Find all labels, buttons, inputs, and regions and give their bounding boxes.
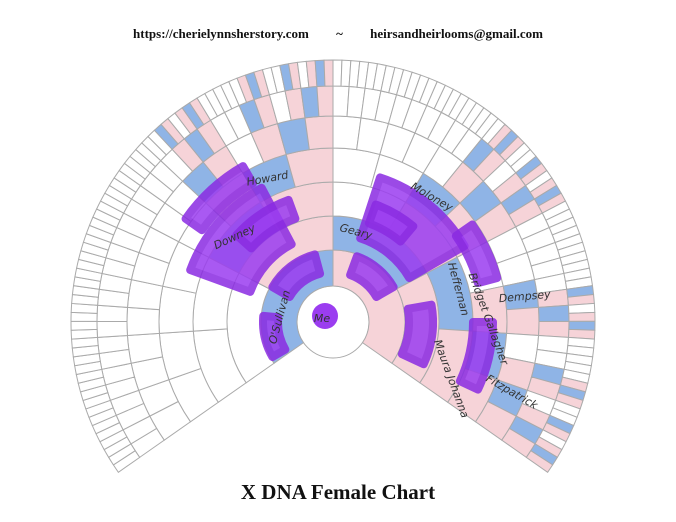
fan-cell [285, 147, 334, 188]
highlight [451, 220, 502, 288]
fan-cell [332, 85, 350, 118]
ancestor-name: Dempsey [498, 288, 551, 306]
fan-cell [538, 320, 570, 338]
fan-cell [314, 59, 326, 88]
fan-cell [316, 85, 334, 118]
fan-cell [158, 285, 197, 334]
fan-cell [323, 59, 334, 87]
fan-cell [332, 59, 343, 87]
highlight [312, 303, 338, 329]
fan-cell [70, 311, 98, 322]
highlight [455, 318, 497, 394]
fan-cell [70, 328, 99, 340]
fan-cell [506, 306, 540, 337]
fan-cell [537, 304, 570, 322]
highlight [397, 300, 437, 369]
highlight [232, 195, 300, 253]
fan-cell [568, 320, 596, 331]
fan-cell [567, 302, 596, 314]
header: https://cherielynnsherstory.com ~ heirsa… [0, 26, 676, 42]
fan-cell [568, 311, 596, 322]
website: https://cherielynnsherstory.com [133, 26, 309, 41]
fan-cell [126, 306, 160, 337]
fan-cell [304, 115, 334, 151]
fan-cell [70, 320, 98, 331]
email: heirsandheirlooms@gmail.com [370, 26, 543, 41]
fan-cell [96, 320, 128, 338]
chart-title: X DNA Female Chart [240, 480, 436, 504]
highlight [346, 252, 398, 301]
ancestor-name: Me [314, 312, 330, 325]
fan-cell [525, 450, 554, 473]
highlight [268, 250, 325, 301]
separator: ~ [336, 26, 343, 41]
highlight [259, 311, 290, 361]
fan-cell [96, 304, 129, 322]
fan-cell [332, 115, 362, 151]
highlight [181, 162, 257, 235]
highlight [364, 200, 418, 246]
